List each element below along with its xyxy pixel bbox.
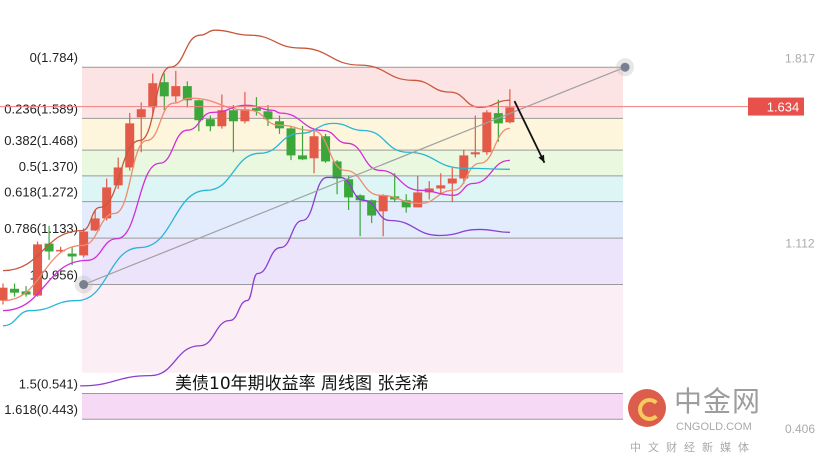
cngold-logo-icon	[628, 389, 666, 427]
fib-level-label: 0.786(1.133)	[4, 221, 78, 236]
candle-up	[148, 83, 158, 108]
candle-up	[102, 187, 112, 219]
chart-title: 美债10年期收益率 周线图 张尧浠	[175, 374, 428, 394]
candle-down	[355, 195, 365, 201]
fibonacci-lines: 0(1.784) 0.236(1.589) 0.382(1.468) 0.5(1.37…	[4, 50, 623, 420]
candle-down	[332, 161, 342, 179]
fib-band	[82, 393, 623, 420]
candle-down	[205, 119, 215, 127]
candle-down	[321, 136, 331, 162]
fibonacci-bands	[82, 67, 623, 420]
ma-long-line	[2, 122, 510, 327]
candle-down	[159, 82, 169, 97]
candle-down	[44, 243, 54, 252]
fib-band	[82, 118, 623, 151]
candle-up	[125, 123, 135, 168]
current-price-label: 1.634	[767, 100, 800, 115]
candle-down	[344, 179, 354, 198]
candle-down	[298, 155, 308, 160]
right-axis-label: 1.112	[785, 237, 814, 251]
candle-up	[378, 195, 388, 212]
trendline-handle	[620, 62, 630, 72]
candle-down	[194, 100, 204, 121]
candle-down	[367, 200, 377, 216]
trendline	[83, 66, 626, 286]
arrow-line	[513, 100, 546, 164]
candle-down	[401, 200, 411, 208]
right-axis-label: 0.406	[785, 422, 815, 436]
fib-band	[82, 201, 623, 239]
watermark-slogan: 中文财经新媒体	[630, 441, 756, 454]
current-price-box	[748, 97, 804, 116]
candle-down	[251, 108, 261, 111]
watermark-logo: 中金网 CNGOLD.COM 中文财经新媒体	[628, 386, 778, 460]
upper-band-line	[2, 29, 510, 272]
candle-up	[56, 249, 66, 252]
fib-level-label: 0.5(1.370)	[19, 159, 78, 174]
ma-short-line	[2, 97, 511, 302]
candle-up	[136, 109, 146, 118]
fib-level-label: 1.5(0.541)	[19, 376, 78, 391]
fib-band	[82, 284, 623, 373]
candle-up	[459, 155, 469, 179]
candle-up	[413, 192, 423, 208]
candle-down	[286, 128, 296, 156]
candle-up	[79, 231, 89, 256]
candle-up	[482, 112, 492, 153]
indicator-lines	[2, 29, 511, 387]
candle-down	[263, 111, 273, 120]
candle-up	[447, 178, 457, 184]
ma-mid-line	[2, 104, 510, 312]
watermark-name: 中金网	[674, 385, 762, 418]
annotations: 1.634 1.817 1.112 0.406	[0, 52, 815, 436]
candle-down	[10, 288, 20, 293]
candle-up	[171, 86, 181, 97]
fib-level-label: 1.618(0.443)	[4, 402, 78, 417]
trendline-handle	[79, 280, 89, 290]
lower-band-line	[80, 176, 510, 387]
right-axis-label: 1.817	[785, 52, 815, 66]
candle-down	[67, 253, 77, 257]
watermark-domain: CNGOLD.COM	[676, 421, 752, 433]
candle-up	[470, 152, 480, 155]
fib-band	[82, 238, 623, 285]
candle-up	[90, 218, 100, 231]
fib-level-label: 0(1.784)	[30, 50, 78, 65]
fib-level-label: 0.236(1.589)	[4, 101, 78, 116]
candle-up	[0, 287, 8, 301]
candle-up	[113, 167, 123, 186]
candle-up	[240, 109, 250, 122]
candles	[0, 70, 515, 305]
fib-level-label: 0.618(1.272)	[4, 185, 78, 200]
candle-up	[436, 185, 446, 189]
candle-up	[33, 244, 43, 296]
candle-up	[309, 136, 319, 159]
candle-down	[182, 86, 192, 101]
fib-level-label: 0.382(1.468)	[4, 133, 78, 148]
candle-up	[505, 107, 515, 123]
arrow-head-icon	[538, 154, 545, 163]
candle-up	[217, 110, 227, 127]
candle-down	[228, 110, 238, 122]
